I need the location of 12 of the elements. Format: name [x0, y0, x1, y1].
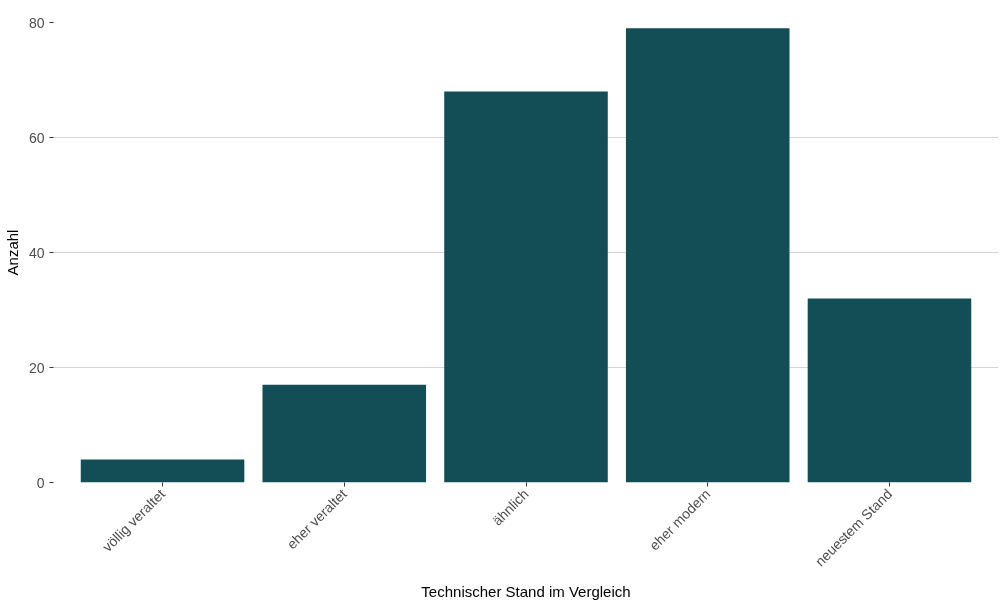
y-tick-label: 60: [28, 129, 45, 146]
y-tick-label: 0: [36, 474, 45, 491]
y-axis-title: Anzahl: [3, 229, 21, 276]
bar: [262, 384, 427, 483]
bar: [444, 91, 608, 483]
bar: [807, 298, 972, 483]
x-axis-title: Technischer Stand im Vergleich: [421, 582, 631, 600]
bar: [625, 28, 790, 483]
y-tick-label: 20: [28, 359, 45, 376]
bar: [80, 459, 245, 483]
y-tick-label: 80: [28, 14, 45, 31]
y-tick-label: 40: [28, 244, 45, 261]
